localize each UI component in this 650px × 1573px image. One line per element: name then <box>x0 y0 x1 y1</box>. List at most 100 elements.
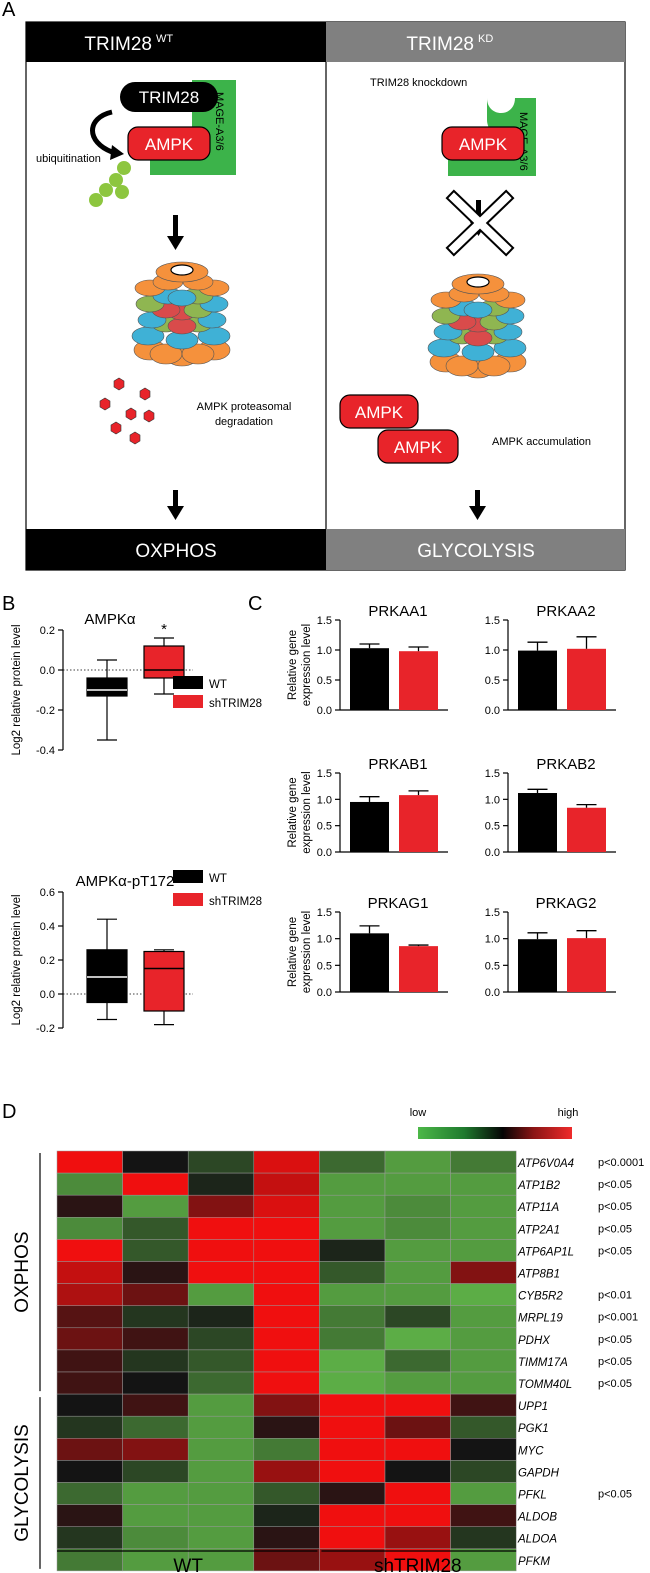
ampk-box-right <box>441 126 525 161</box>
heatmap-cell <box>319 1261 386 1284</box>
gene-label-pfkm: PFKM <box>518 1556 550 1568</box>
heatmap-cell <box>319 1327 386 1351</box>
heatmap-cell <box>319 1194 386 1218</box>
y-tick-label: 0.0 <box>485 847 500 859</box>
heatmap-cell <box>253 1371 320 1395</box>
y-tick-label: 0.0 <box>485 987 500 999</box>
arrow-down-left-1 <box>167 215 184 250</box>
header-wt-title: TRIM28 <box>84 34 152 55</box>
heatmap-cell <box>56 1548 123 1572</box>
heatmap-cell <box>450 1504 517 1527</box>
heatmap-cell <box>253 1415 320 1439</box>
heatmap-cell <box>450 1371 517 1395</box>
heatmap-cell <box>187 1371 255 1395</box>
heatmap-cell <box>384 1217 451 1240</box>
gene-label-timm17a: TIMM17A <box>518 1357 568 1369</box>
bar-wt <box>350 933 389 992</box>
y-tick-label: 1.0 <box>485 794 500 806</box>
bar-chart-prkaa1: PRKAA1 0.0 0.5 1.0 1.5 Relative gene expressi… <box>287 603 448 717</box>
heatmap-cell <box>384 1482 451 1505</box>
blocked-arrow <box>445 189 515 257</box>
box-shtrim28 <box>143 950 185 1012</box>
gene-label-atp6v0a4: ATP6V0A4 <box>517 1158 574 1170</box>
heatmap-cell <box>56 1349 123 1373</box>
heatmap-cell <box>384 1150 451 1174</box>
header-kd-title: TRIM28 <box>406 34 474 55</box>
heatmap-cell <box>319 1393 386 1417</box>
heatmap-cell <box>122 1371 189 1395</box>
heatmap-cell <box>122 1172 189 1196</box>
gene-label-aldob: ALDOB <box>517 1512 557 1524</box>
ampk-label-left: AMPK <box>145 135 194 154</box>
heatmap-cell <box>187 1283 255 1306</box>
heatmap-cell <box>122 1239 189 1262</box>
header-kd-bar <box>326 22 625 62</box>
y-tick-label: 0.0 <box>40 665 55 677</box>
gene-label-upp1: UPP1 <box>518 1401 548 1413</box>
ubiquitination-label: ubiquitination <box>36 153 101 165</box>
heatmap-cell <box>187 1239 255 1262</box>
heatmap-cell <box>122 1261 189 1284</box>
heatmap-cell <box>56 1305 123 1329</box>
box-plot-1: AMPKα Log2 relative protein level 0.2 0.0 -0… <box>11 611 262 757</box>
heatmap-cell <box>253 1239 320 1262</box>
heatmap-cell <box>319 1371 386 1395</box>
heatmap-cell <box>384 1327 451 1351</box>
heatmap-cell <box>319 1526 386 1550</box>
y-axis-label-line2: expression level <box>301 771 313 853</box>
heatmap-cell <box>122 1194 189 1218</box>
bar-chart-prkab1: PRKAB1 0.0 0.5 1.0 1.5 Relative gene expressi… <box>287 756 448 859</box>
gene-label-gapdh: GAPDH <box>518 1467 560 1479</box>
y-tick-label: 1.0 <box>485 645 500 657</box>
proteasome-left <box>131 261 231 367</box>
ampk-label-right: AMPK <box>459 135 508 154</box>
heatmap-cell <box>253 1349 320 1373</box>
panel-c-charts: PRKAA1 0.0 0.5 1.0 1.5 Relative gene expressi… <box>287 603 616 999</box>
legend-label-wt: WT <box>209 679 227 691</box>
heatmap-cell <box>122 1305 189 1329</box>
y-tick-label: 1.5 <box>317 907 332 919</box>
gene-label-aldoa: ALDOA <box>517 1534 557 1546</box>
heatmap-cell <box>319 1460 386 1483</box>
significance-star: * <box>161 621 167 638</box>
p-value-label: p<0.01 <box>598 1290 632 1302</box>
heatmap-cell <box>56 1327 123 1351</box>
gene-label-tomm40l: TOMM40L <box>518 1379 572 1391</box>
y-axis-label-line2: expression level <box>301 911 313 993</box>
heatmap-cell <box>450 1150 517 1174</box>
heatmap-cell <box>253 1194 320 1218</box>
panel-d-letter: D <box>2 1101 16 1123</box>
legend-label-wt: WT <box>209 873 227 885</box>
heatmap-cell <box>253 1438 320 1461</box>
heatmap-cell <box>384 1415 451 1439</box>
y-tick-label: 0.5 <box>317 675 332 687</box>
y-tick-label: 0.0 <box>485 705 500 717</box>
heatmap-cell <box>122 1438 189 1461</box>
footer-oxphos-label: OXPHOS <box>135 541 216 562</box>
heatmap-cell <box>450 1283 517 1306</box>
heatmap-cell <box>450 1261 517 1284</box>
bar-shtrim28 <box>399 795 438 852</box>
heatmap-cell <box>187 1305 255 1329</box>
footer-glycolysis-bar <box>326 529 625 570</box>
box-plot-title: AMPKα-pT172 <box>76 873 175 890</box>
heatmap-cell <box>450 1305 517 1329</box>
ubiquitin-chain <box>89 161 131 207</box>
heatmap-cell <box>56 1150 123 1174</box>
heatmap-cell <box>187 1460 255 1483</box>
bar-wt <box>518 793 557 852</box>
gene-label-pdhx: PDHX <box>518 1335 551 1347</box>
heatmap-cell <box>187 1194 255 1218</box>
heatmap-cell <box>253 1305 320 1329</box>
p-value-label: p<0.05 <box>598 1356 632 1368</box>
heatmap-cell <box>122 1349 189 1373</box>
p-value-label: p<0.0001 <box>598 1157 644 1169</box>
y-axis-label-line1: Relative gene <box>287 917 299 987</box>
header-wt-bar <box>26 22 326 62</box>
bar-chart-title: PRKAB1 <box>368 756 427 773</box>
bar-chart-title: PRKAG2 <box>536 895 597 912</box>
p-value-label: p<0.05 <box>598 1179 632 1191</box>
heatmap-cell <box>56 1438 123 1461</box>
ampk-box-left <box>127 126 211 161</box>
heatmap-cell <box>319 1349 386 1373</box>
